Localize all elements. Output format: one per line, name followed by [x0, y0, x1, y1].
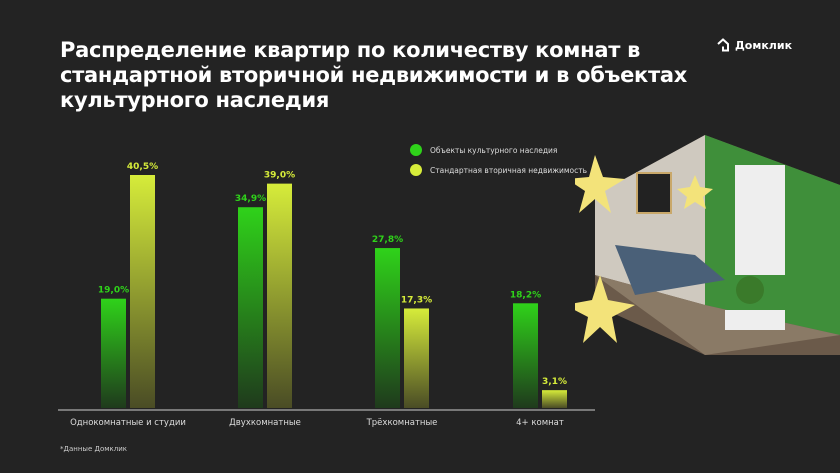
- bar: [101, 298, 126, 408]
- bar: [130, 175, 155, 408]
- page-title: Распределение квартир по количеству комн…: [60, 38, 687, 112]
- bar: [513, 303, 538, 408]
- legend-label: Объекты культурного наследия: [430, 145, 558, 155]
- legend-item: Стандартная вторичная недвижимость: [410, 160, 587, 180]
- bar: [542, 390, 567, 408]
- footnote: *Данные Домклик: [60, 445, 127, 453]
- data-label: 39,0%: [264, 171, 295, 181]
- bar: [267, 183, 292, 408]
- legend-swatch: [410, 144, 422, 156]
- legend-swatch: [410, 164, 422, 176]
- legend-label: Стандартная вторичная недвижимость: [430, 165, 588, 175]
- data-label: 34,9%: [235, 194, 266, 204]
- data-label: 18,2%: [510, 290, 541, 300]
- bar: [238, 207, 263, 408]
- legend: Объекты культурного наследия Стандартная…: [410, 140, 587, 180]
- category-label: 4+ комнат: [516, 418, 564, 428]
- category-label: Трёхкомнатные: [366, 418, 438, 428]
- data-label: 17,3%: [401, 295, 432, 305]
- data-label: 19,0%: [98, 286, 129, 296]
- data-label: 27,8%: [372, 235, 403, 245]
- data-label: 40,5%: [127, 162, 158, 172]
- category-label: Двухкомнатные: [229, 418, 301, 428]
- bar: [375, 248, 400, 408]
- house-icon: [717, 38, 729, 52]
- bar: [404, 308, 429, 408]
- logo: Домклик: [716, 38, 792, 52]
- room-illustration: [575, 135, 840, 355]
- data-label: 3,1%: [542, 377, 567, 387]
- logo-text: Домклик: [735, 38, 793, 52]
- legend-item: Объекты культурного наследия: [410, 140, 587, 160]
- category-label: Однокомнатные и студии: [70, 418, 186, 428]
